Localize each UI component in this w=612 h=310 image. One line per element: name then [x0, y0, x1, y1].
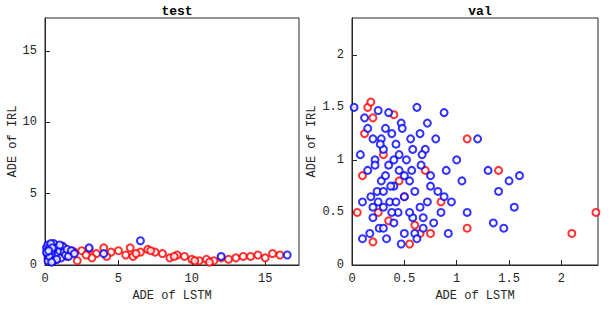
svg-text:5: 5: [115, 272, 122, 286]
svg-text:1: 1: [453, 272, 460, 286]
svg-text:ADE of LSTM: ADE of LSTM: [435, 289, 514, 303]
svg-text:0: 0: [41, 272, 48, 286]
svg-text:test: test: [161, 4, 192, 19]
svg-text:val: val: [468, 4, 492, 19]
svg-text:2: 2: [337, 48, 344, 62]
svg-text:2: 2: [558, 272, 565, 286]
svg-text:10: 10: [23, 115, 37, 129]
svg-text:ADE of IRL: ADE of IRL: [6, 105, 20, 177]
svg-text:0.5: 0.5: [322, 205, 344, 219]
svg-text:0: 0: [337, 258, 344, 272]
svg-text:ADE of LSTM: ADE of LSTM: [132, 289, 211, 303]
svg-text:15: 15: [23, 44, 37, 58]
svg-text:10: 10: [185, 272, 199, 286]
svg-text:0: 0: [30, 258, 37, 272]
svg-text:ADE of IRL: ADE of IRL: [305, 105, 319, 177]
svg-text:1.5: 1.5: [322, 100, 344, 114]
svg-text:0: 0: [348, 272, 355, 286]
svg-text:15: 15: [258, 272, 272, 286]
svg-text:5: 5: [30, 187, 37, 201]
svg-text:0.5: 0.5: [394, 272, 416, 286]
svg-text:1: 1: [337, 153, 344, 167]
svg-text:1.5: 1.5: [498, 272, 520, 286]
